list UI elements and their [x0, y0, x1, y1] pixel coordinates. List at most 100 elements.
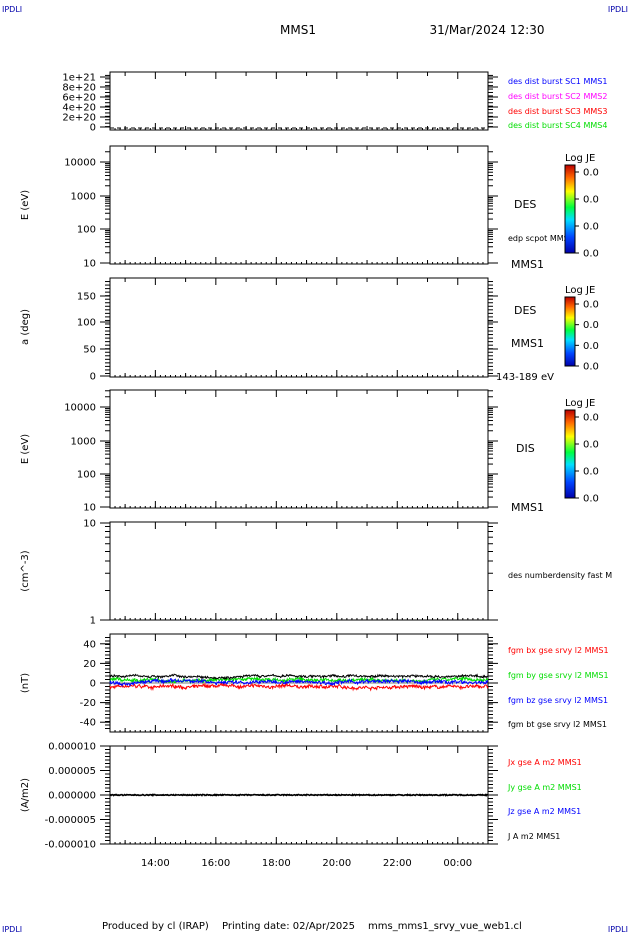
- colorbar-tick-label: 0.0: [583, 413, 599, 424]
- footer-brand-left: IPDLI: [2, 925, 22, 934]
- colorbar-tick-label: 0.0: [583, 341, 599, 352]
- x-tick-label: 20:00: [322, 858, 351, 869]
- footer-printing-date: Printing date: 02/Apr/2025: [222, 921, 355, 932]
- x-tick-label: 14:00: [141, 858, 170, 869]
- side-label: DES: [514, 198, 536, 211]
- side-label: edp scpot MMS1: [508, 234, 574, 243]
- legend-entry: des numberdensity fast M: [508, 571, 612, 580]
- panel-current: (A/m2) 0.000010 0.000005 0.000000 -0.000005 -…: [20, 742, 582, 870]
- y-axis-label: E (eV): [20, 434, 31, 464]
- y-tick-label: -0.000005: [45, 815, 96, 826]
- colorbar-tick-label: 0.0: [583, 300, 599, 311]
- x-tick-label: 18:00: [262, 858, 291, 869]
- series-line: [109, 793, 489, 797]
- footer-produced-by: Produced by cl (IRAP): [102, 921, 209, 932]
- legend-entry: des dist burst SC3 MMS3: [508, 107, 607, 116]
- footer-filename: mms_mms1_srvy_vue_web1.cl: [368, 921, 522, 932]
- y-tick-label: 0: [90, 123, 96, 134]
- panel-frame: [109, 145, 489, 265]
- y-tick-label: 8e+20: [62, 83, 96, 94]
- panel-frame: [109, 277, 489, 378]
- panel-frame: [109, 521, 489, 621]
- colorbar: [564, 164, 576, 254]
- y-axis-label: (nT): [20, 673, 31, 693]
- panel-frame: [109, 389, 489, 509]
- y-tick-label: 4e+20: [62, 103, 96, 114]
- y-tick-label: 100: [77, 318, 96, 329]
- y-tick-label: 0.000010: [48, 742, 96, 753]
- colorbar-tick-label: 0.0: [583, 195, 599, 206]
- colorbar-tick-label: 0.0: [583, 249, 599, 260]
- legend-entry: Jx gse A m2 MMS1: [507, 758, 582, 767]
- x-tick-label: 16:00: [201, 858, 230, 869]
- y-axis-label: (A/m2): [20, 778, 31, 812]
- series-line: [109, 673, 489, 681]
- legend-entry: des dist burst SC1 MMS1: [508, 77, 607, 86]
- legend-entry: Jy gse A m2 MMS1: [507, 783, 582, 792]
- datetime-title: 31/Mar/2024 12:30: [430, 23, 545, 37]
- colorbar-tick-label: 0.0: [583, 168, 599, 179]
- y-axis-label: E (eV): [20, 190, 31, 220]
- side-label: MMS1: [511, 501, 544, 514]
- panel-density: (cm^-3) 10 1 des numberdensity fast M: [20, 519, 612, 627]
- legend-entry: J A m2 MMS1: [507, 832, 560, 841]
- y-tick-label: 10: [83, 503, 96, 514]
- colorbar-tick-label: 0.0: [583, 222, 599, 233]
- mission-title: MMS1: [280, 23, 316, 37]
- series-line: [109, 681, 489, 692]
- legend-entry: fgm by gse srvy l2 MMS1: [508, 671, 609, 680]
- y-tick-label: 10: [83, 519, 96, 530]
- y-tick-label: 6e+20: [62, 93, 96, 104]
- colorbar-tick-label: 0.0: [583, 494, 599, 505]
- panel-dis-energy: E (eV) 10000 1000 100 10 DIS MMS1 Log JE 0.0 0.0 0…: [20, 389, 599, 514]
- panel-fgm: (nT) 40 20 0 -20 -40 fgm bx gse srvy l2 MMS1 fg…: [20, 633, 609, 733]
- side-label: MMS1: [511, 258, 544, 271]
- colorbar-title: Log JE: [565, 153, 595, 164]
- y-tick-label: 1000: [71, 192, 96, 203]
- y-tick-label: -20: [80, 698, 96, 709]
- y-tick-label: 1000: [71, 437, 96, 448]
- footer-brand-right: IPDLI: [608, 925, 628, 934]
- series-line: [109, 677, 489, 688]
- y-tick-label: 50: [83, 345, 96, 356]
- y-tick-label: 0: [90, 372, 96, 383]
- colorbar: [564, 409, 576, 499]
- y-tick-label: 100: [77, 225, 96, 236]
- brand-top-right: IPDLI: [608, 5, 628, 14]
- side-label: 143-189 eV: [496, 372, 554, 383]
- y-axis-label: (cm^-3): [20, 550, 31, 591]
- colorbar-tick-label: 0.0: [583, 440, 599, 451]
- y-tick-label: 10: [83, 259, 96, 270]
- y-axis-label: a (deg): [20, 309, 31, 345]
- y-tick-label: 1: [90, 616, 96, 627]
- side-label: MMS1: [511, 337, 544, 350]
- colorbar-title: Log JE: [565, 398, 595, 409]
- panel-des-energy: E (eV) 10000 1000 100 10 DES edp scpot MMS1 MMS…: [20, 145, 599, 271]
- colorbar-tick-label: 0.0: [583, 467, 599, 478]
- panel-des-pitch: a (deg) 150 100 50 0 DES MMS1 143-189 eV Log JE 0…: [20, 277, 599, 383]
- colorbar-tick-label: 0.0: [583, 362, 599, 373]
- colorbar: [564, 296, 576, 367]
- colorbar-title: Log JE: [565, 285, 595, 296]
- y-tick-label: 10000: [64, 403, 96, 414]
- side-label: DIS: [516, 442, 535, 455]
- x-tick-label: 22:00: [383, 858, 412, 869]
- y-tick-label: 10000: [64, 158, 96, 169]
- y-tick-label: -40: [80, 718, 96, 729]
- y-tick-label: 20: [83, 659, 96, 670]
- x-tick-label: 00:00: [443, 858, 472, 869]
- y-tick-label: 150: [77, 292, 96, 303]
- y-tick-label: 2e+20: [62, 113, 96, 124]
- legend-entry: des dist burst SC4 MMS4: [508, 121, 607, 130]
- y-tick-label: 0.000000: [48, 791, 96, 802]
- colorbar-tick-label: 0.0: [583, 320, 599, 331]
- legend-entry: fgm bt gse srvy l2 MMS1: [508, 720, 607, 729]
- legend-entry: Jz gse A m2 MMS1: [507, 807, 581, 816]
- y-tick-label: 0: [90, 679, 96, 690]
- y-tick-label: 40: [83, 639, 96, 650]
- legend-entry: fgm bx gse srvy l2 MMS1: [508, 646, 609, 655]
- y-tick-label: 0.000005: [48, 766, 96, 777]
